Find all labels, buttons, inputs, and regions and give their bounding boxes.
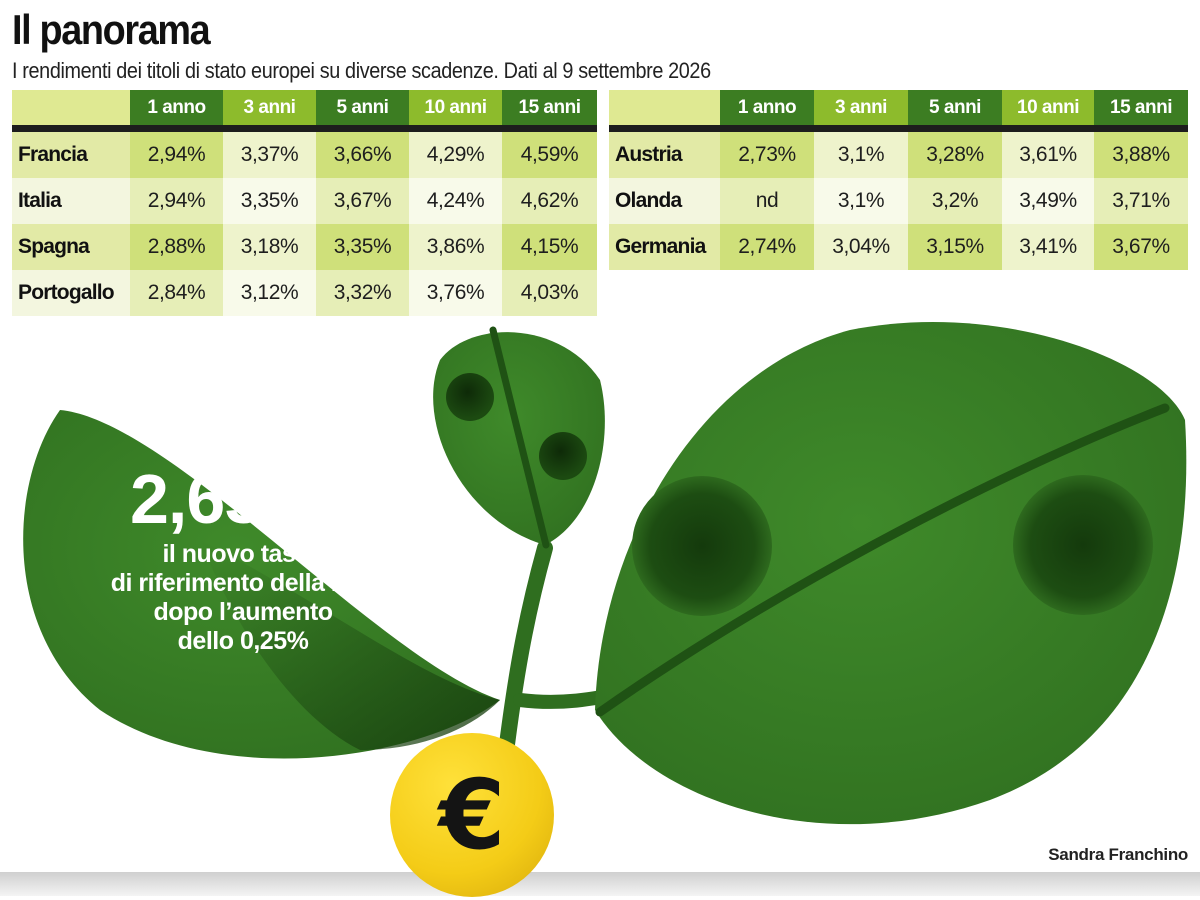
leaf-spot: [1013, 475, 1153, 615]
leaf-right: [595, 322, 1187, 825]
yield-cell: 3,67%: [1094, 224, 1188, 270]
country-name: Portogallo: [12, 270, 130, 316]
column-header: 10 anni: [409, 90, 502, 132]
yield-cell: 3,37%: [223, 128, 316, 178]
stem: [497, 540, 553, 768]
yield-cell: 3,66%: [316, 128, 409, 178]
yield-cell: 2,74%: [720, 224, 814, 270]
table-row: Spagna 2,88% 3,18% 3,35% 3,86% 4,15%: [12, 224, 597, 270]
country-name: Francia: [12, 128, 130, 178]
column-header: 5 anni: [908, 90, 1002, 132]
description-line: il nuovo tasso: [162, 540, 324, 568]
yield-cell: 3,04%: [814, 224, 908, 270]
column-header: 1 anno: [720, 90, 814, 132]
column-header: 3 anni: [223, 90, 316, 132]
yield-cell: 3,35%: [316, 224, 409, 270]
yield-cell: 4,59%: [502, 128, 597, 178]
page-title: Il panorama: [12, 6, 211, 53]
yield-cell: 4,29%: [409, 128, 502, 178]
yield-cell: 3,61%: [1002, 128, 1094, 178]
table-row: Portogallo 2,84% 3,12% 3,32% 3,76% 4,03%: [12, 270, 597, 316]
page-subtitle: I rendimenti dei titoli di stato europei…: [12, 58, 711, 83]
yield-cell: 3,71%: [1094, 178, 1188, 224]
ecb-rate-percent: %: [262, 477, 308, 535]
table-row: Olanda nd 3,1% 3,2% 3,49% 3,71%: [609, 178, 1188, 224]
column-header: 3 anni: [814, 90, 908, 132]
column-header: 15 anni: [1094, 90, 1188, 132]
description-line: dello 0,25%: [177, 627, 309, 655]
yield-cell: 3,1%: [814, 128, 908, 178]
author-credit: Sandra Franchino: [1048, 845, 1188, 864]
ecb-rate-value: 2,65%: [130, 460, 309, 543]
yield-cell: 3,12%: [223, 270, 316, 316]
euro-coin-icon: €: [390, 733, 554, 897]
yield-cell: nd: [720, 178, 814, 224]
yield-cell: 4,15%: [502, 224, 597, 270]
yield-cell: 3,88%: [1094, 128, 1188, 178]
table-header-row: 1 anno 3 anni 5 anni 10 anni 15 anni: [609, 90, 1188, 132]
yield-cell: 3,76%: [409, 270, 502, 316]
yield-cell: 3,49%: [1002, 178, 1094, 224]
yield-cell: 3,15%: [908, 224, 1002, 270]
yield-cell: 4,24%: [409, 178, 502, 224]
leaf-top-vein: [489, 326, 550, 549]
country-name: Germania: [609, 224, 720, 270]
ground-shadow: [0, 872, 1200, 896]
yield-cell: 2,94%: [130, 178, 223, 224]
description-line: dopo l’aumento: [153, 598, 333, 626]
ecb-rate-number: 2,65: [130, 460, 263, 538]
country-name: Spagna: [12, 224, 130, 270]
yield-cell: 3,41%: [1002, 224, 1094, 270]
yield-cell: 3,67%: [316, 178, 409, 224]
leaf-spot: [539, 432, 587, 480]
yield-cell: 3,1%: [814, 178, 908, 224]
yield-cell: 3,35%: [223, 178, 316, 224]
table-corner-cell: [609, 90, 720, 132]
column-header: 5 anni: [316, 90, 409, 132]
table-row: Italia 2,94% 3,35% 3,67% 4,24% 4,62%: [12, 178, 597, 224]
yield-cell: 2,73%: [720, 128, 814, 178]
leaf-spot: [632, 476, 772, 616]
column-header: 1 anno: [130, 90, 223, 132]
table-header-row: 1 anno 3 anni 5 anni 10 anni 15 anni: [12, 90, 597, 132]
country-name: Italia: [12, 178, 130, 224]
yield-cell: 2,94%: [130, 128, 223, 178]
leaf-left-shadow: [200, 540, 500, 750]
table-row: Francia 2,94% 3,37% 3,66% 4,29% 4,59%: [12, 128, 597, 178]
leaf-spot: [446, 373, 494, 421]
country-name: Austria: [609, 128, 720, 178]
yield-cell: 2,88%: [130, 224, 223, 270]
ecb-rate-description: il nuovo tasso di riferimento della Bce …: [78, 540, 408, 656]
table-corner-cell: [12, 90, 130, 132]
yield-cell: 3,86%: [409, 224, 502, 270]
table-row: Austria 2,73% 3,1% 3,28% 3,61% 3,88%: [609, 128, 1188, 178]
column-header: 10 anni: [1002, 90, 1094, 132]
table-row: Germania 2,74% 3,04% 3,15% 3,41% 3,67%: [609, 224, 1188, 270]
leaf-right-vein: [595, 403, 1170, 717]
description-line: di riferimento della Bce: [110, 569, 376, 597]
yield-cell: 3,32%: [316, 270, 409, 316]
yield-cell: 3,2%: [908, 178, 1002, 224]
country-name: Olanda: [609, 178, 720, 224]
column-header: 15 anni: [502, 90, 597, 132]
yield-cell: 4,03%: [502, 270, 597, 316]
yield-cell: 3,28%: [908, 128, 1002, 178]
yield-cell: 2,84%: [130, 270, 223, 316]
yield-cell: 3,18%: [223, 224, 316, 270]
yields-table-right: 1 anno 3 anni 5 anni 10 anni 15 anni Aus…: [609, 90, 1188, 270]
yield-cell: 4,62%: [502, 178, 597, 224]
yields-table-left: 1 anno 3 anni 5 anni 10 anni 15 anni Fra…: [12, 90, 597, 316]
